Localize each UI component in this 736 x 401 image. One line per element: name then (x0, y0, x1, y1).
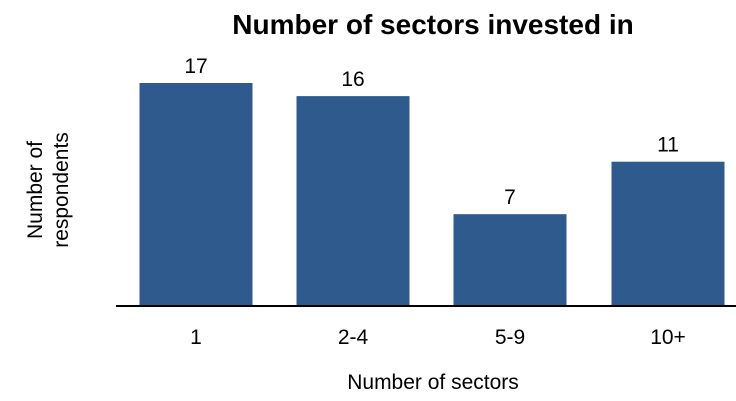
x-tick-label-0: 1 (190, 326, 202, 349)
y-axis-label-line-1: Number of (24, 141, 47, 239)
data-label-0: 17 (184, 55, 207, 78)
x-tick-label-3: 10+ (650, 326, 686, 349)
bar-3 (611, 161, 725, 306)
x-tick-label-1: 2-4 (338, 326, 369, 349)
chart-title: Number of sectors invested in (232, 9, 633, 40)
y-axis-label-line-2: respondents (50, 132, 73, 248)
data-label-3: 11 (657, 134, 679, 157)
bars-layer: 17 1 16 2-4 7 5-9 11 10+ (139, 55, 725, 349)
bar-0 (139, 83, 253, 306)
bar-2 (453, 214, 567, 306)
data-label-1: 16 (341, 68, 364, 91)
bar-1 (296, 96, 410, 306)
data-label-2: 7 (504, 186, 516, 209)
x-tick-label-2: 5-9 (495, 326, 525, 349)
y-axis-label: Number of respondents (24, 132, 73, 248)
x-axis-label: Number of sectors (347, 371, 519, 394)
